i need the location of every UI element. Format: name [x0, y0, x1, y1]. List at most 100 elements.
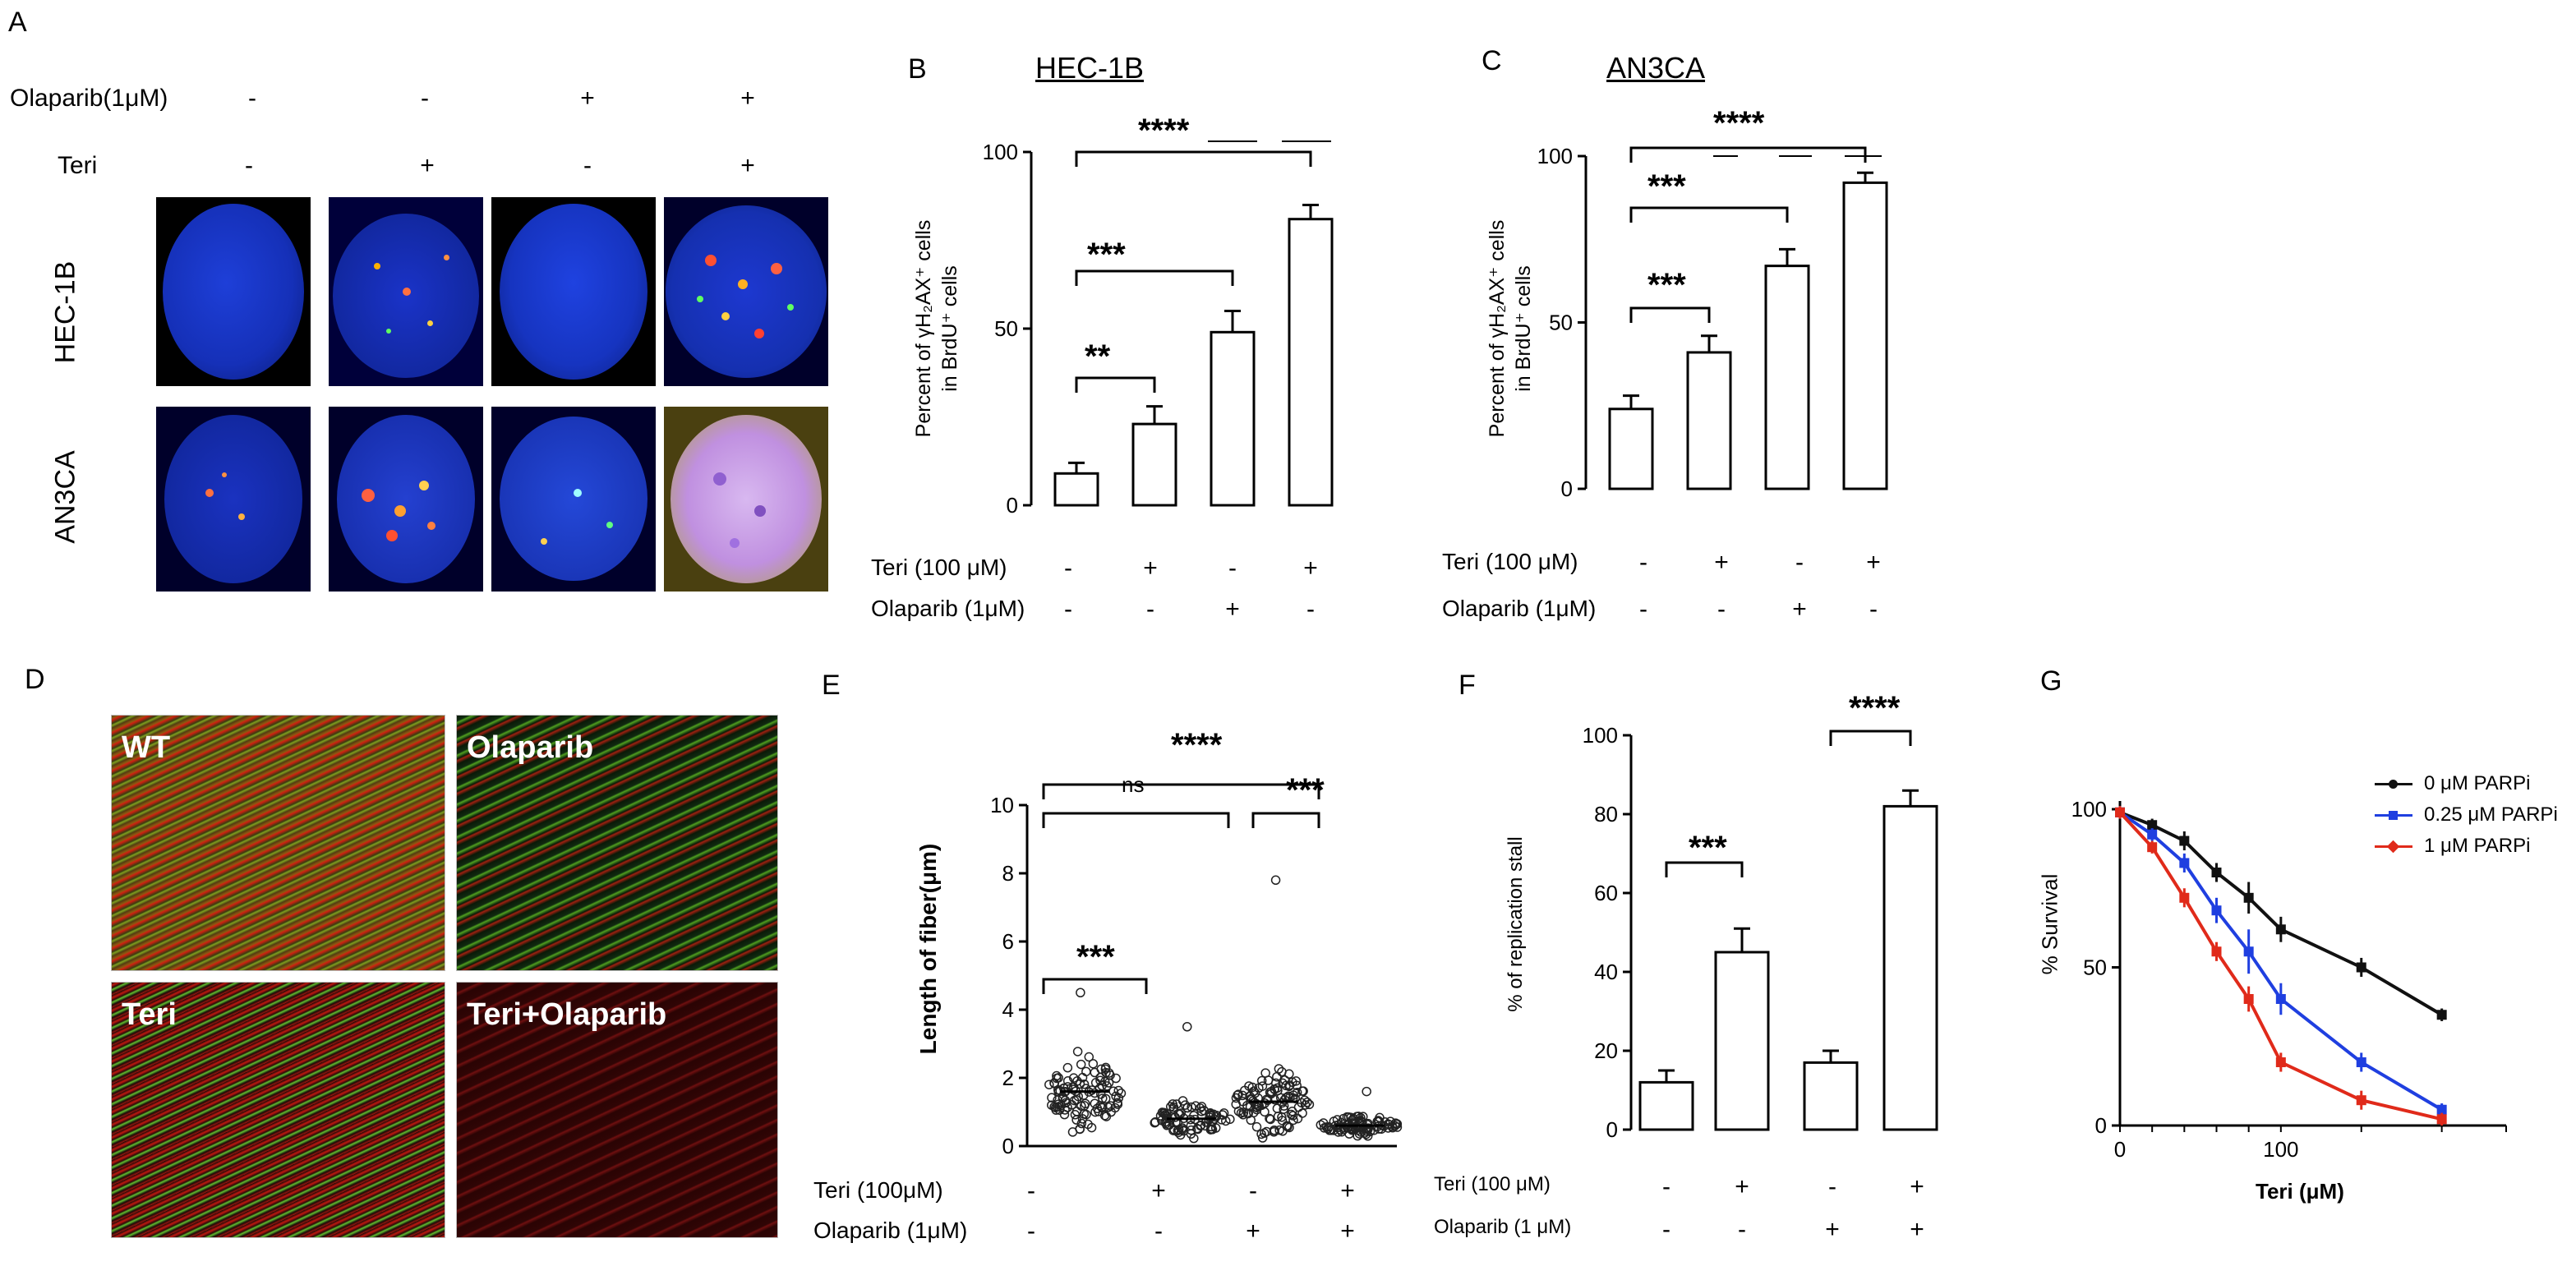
sig-label: ***: [1689, 830, 1727, 866]
data-point: [2275, 994, 2286, 1004]
data-point: [1097, 1103, 1108, 1113]
data-point: [1332, 1115, 1343, 1125]
x-tick-label: 100: [2263, 1137, 2298, 1162]
a-teri-sign: +: [740, 152, 755, 179]
a-olaparib-sign: +: [580, 85, 595, 112]
bar: [1764, 265, 1810, 490]
data-point: [1049, 1079, 1059, 1089]
teri-row-label: Teri: [58, 152, 98, 179]
panel-c-ylabel-2: in BrdU⁺ cells: [1512, 265, 1535, 392]
series-line: [2118, 811, 2443, 1112]
data-point: [1277, 1112, 1287, 1122]
sig-bracket: [1075, 376, 1156, 393]
b-teri-sign: -: [1064, 555, 1072, 582]
bar: [1714, 951, 1770, 1131]
data-point: [1101, 1067, 1111, 1078]
data-point: [1251, 1121, 1262, 1132]
f-teri-sign: -: [1828, 1173, 1836, 1200]
data-point: [1196, 1120, 1206, 1130]
panel-b-ylabel-2: in BrdU⁺ cells: [938, 265, 961, 392]
legend-label: 0.25 μM PARPi: [2424, 803, 2558, 826]
y-tick-label: 0: [1561, 476, 1573, 501]
a-teri-sign: -: [583, 152, 592, 179]
fiber-label: WT: [122, 730, 171, 765]
panel-b-ylabel: Percent of γH₂AX⁺ cells in BrdU⁺ cells: [910, 220, 963, 438]
fiber-image-teri: Teri: [111, 982, 445, 1238]
x-tick-label: 0: [2114, 1137, 2126, 1162]
bar: [1686, 351, 1732, 490]
sig-label: ***: [1647, 168, 1686, 205]
data-point: [1051, 1105, 1061, 1115]
data-point: [2275, 1057, 2286, 1067]
panel-f-ylabel: % of replication stall: [1505, 836, 1527, 1012]
data-point: [1102, 1081, 1112, 1091]
panel-f-chart: 0 20 40 60 80 100: [1583, 723, 1938, 1142]
data-point: [2436, 1104, 2447, 1115]
bar: [1053, 472, 1099, 507]
c-olaparib-label: Olaparib (1μM): [1442, 596, 1597, 621]
data-point: [1044, 1080, 1054, 1089]
b-olaparib-sign: -: [1064, 596, 1072, 623]
data-point: [1284, 1069, 1294, 1080]
data-point: [1076, 1059, 1086, 1070]
data-point: [1072, 1047, 1083, 1057]
data-point: [2147, 842, 2158, 853]
data-point: [1173, 1126, 1183, 1136]
panel-label-a: A: [8, 7, 27, 38]
c-olaparib-sign: -: [1639, 596, 1647, 623]
a-olaparib-sign: +: [740, 85, 755, 112]
sig-bracket: [1629, 146, 1867, 163]
data-point: [1270, 1084, 1279, 1094]
data-point: [2243, 946, 2254, 957]
f-teri-sign: +: [1735, 1173, 1749, 1200]
legend-label: 0 μM PARPi: [2424, 772, 2531, 794]
data-point: [1076, 1101, 1086, 1111]
data-point: [1062, 1103, 1072, 1112]
data-point: [1047, 1093, 1057, 1103]
y-tick-label: 2: [1002, 1066, 1014, 1090]
data-point: [1297, 1086, 1307, 1096]
sig-label: ****: [1849, 690, 1901, 726]
data-point: [1092, 1103, 1103, 1113]
data-point: [1383, 1123, 1394, 1133]
data-point: [1076, 1118, 1087, 1129]
data-point: [2356, 1095, 2366, 1106]
data-point: [1297, 1108, 1307, 1118]
f-teri-sign: -: [1662, 1173, 1670, 1200]
a-teri-sign: -: [245, 152, 253, 179]
data-point: [2243, 892, 2254, 903]
y-tick-label: 50: [994, 316, 1018, 341]
data-point: [1278, 1078, 1288, 1089]
y-tick-label: 20: [1594, 1038, 1618, 1063]
panel-c-chart: 0 50 100: [1537, 144, 1888, 501]
sig-bracket: [1042, 812, 1230, 828]
data-point: [1288, 1107, 1297, 1116]
data-point: [1291, 1076, 1302, 1086]
data-point: [1288, 1111, 1298, 1121]
data-point: [1245, 1091, 1255, 1102]
panel-e-chart: 0 2 4 6 8 10: [990, 783, 1403, 1158]
panel-g-ylabel: % Survival: [2037, 873, 2062, 975]
panel-b-ylabel-1: Percent of γH₂AX⁺ cells: [912, 219, 935, 438]
sig-label: ****: [1171, 727, 1223, 763]
b-teri-label: Teri (100 μM): [871, 555, 1007, 580]
data-point: [2115, 807, 2125, 817]
sig-bracket: [1829, 730, 1912, 746]
sig-label: **: [1085, 338, 1111, 375]
e-olaparib-sign: -: [1154, 1218, 1163, 1245]
data-point: [1387, 1121, 1398, 1131]
fiber-label: Olaparib: [467, 730, 594, 765]
panel-c-ylabel-1: Percent of γH₂AX⁺ cells: [1486, 219, 1509, 438]
data-point: [1086, 1122, 1097, 1133]
b-teri-sign: -: [1228, 555, 1237, 582]
data-point: [1292, 1087, 1302, 1098]
data-point: [1247, 1082, 1258, 1093]
data-point: [1080, 1101, 1090, 1111]
panel-label-d: D: [25, 664, 45, 695]
data-point: [1352, 1112, 1362, 1121]
data-point: [1165, 1102, 1176, 1112]
micrograph-an3ca-combo: [664, 407, 828, 592]
panel-b-sig-layer: ****: [970, 113, 1348, 162]
data-point: [1058, 1092, 1068, 1103]
data-point: [1095, 1101, 1105, 1111]
